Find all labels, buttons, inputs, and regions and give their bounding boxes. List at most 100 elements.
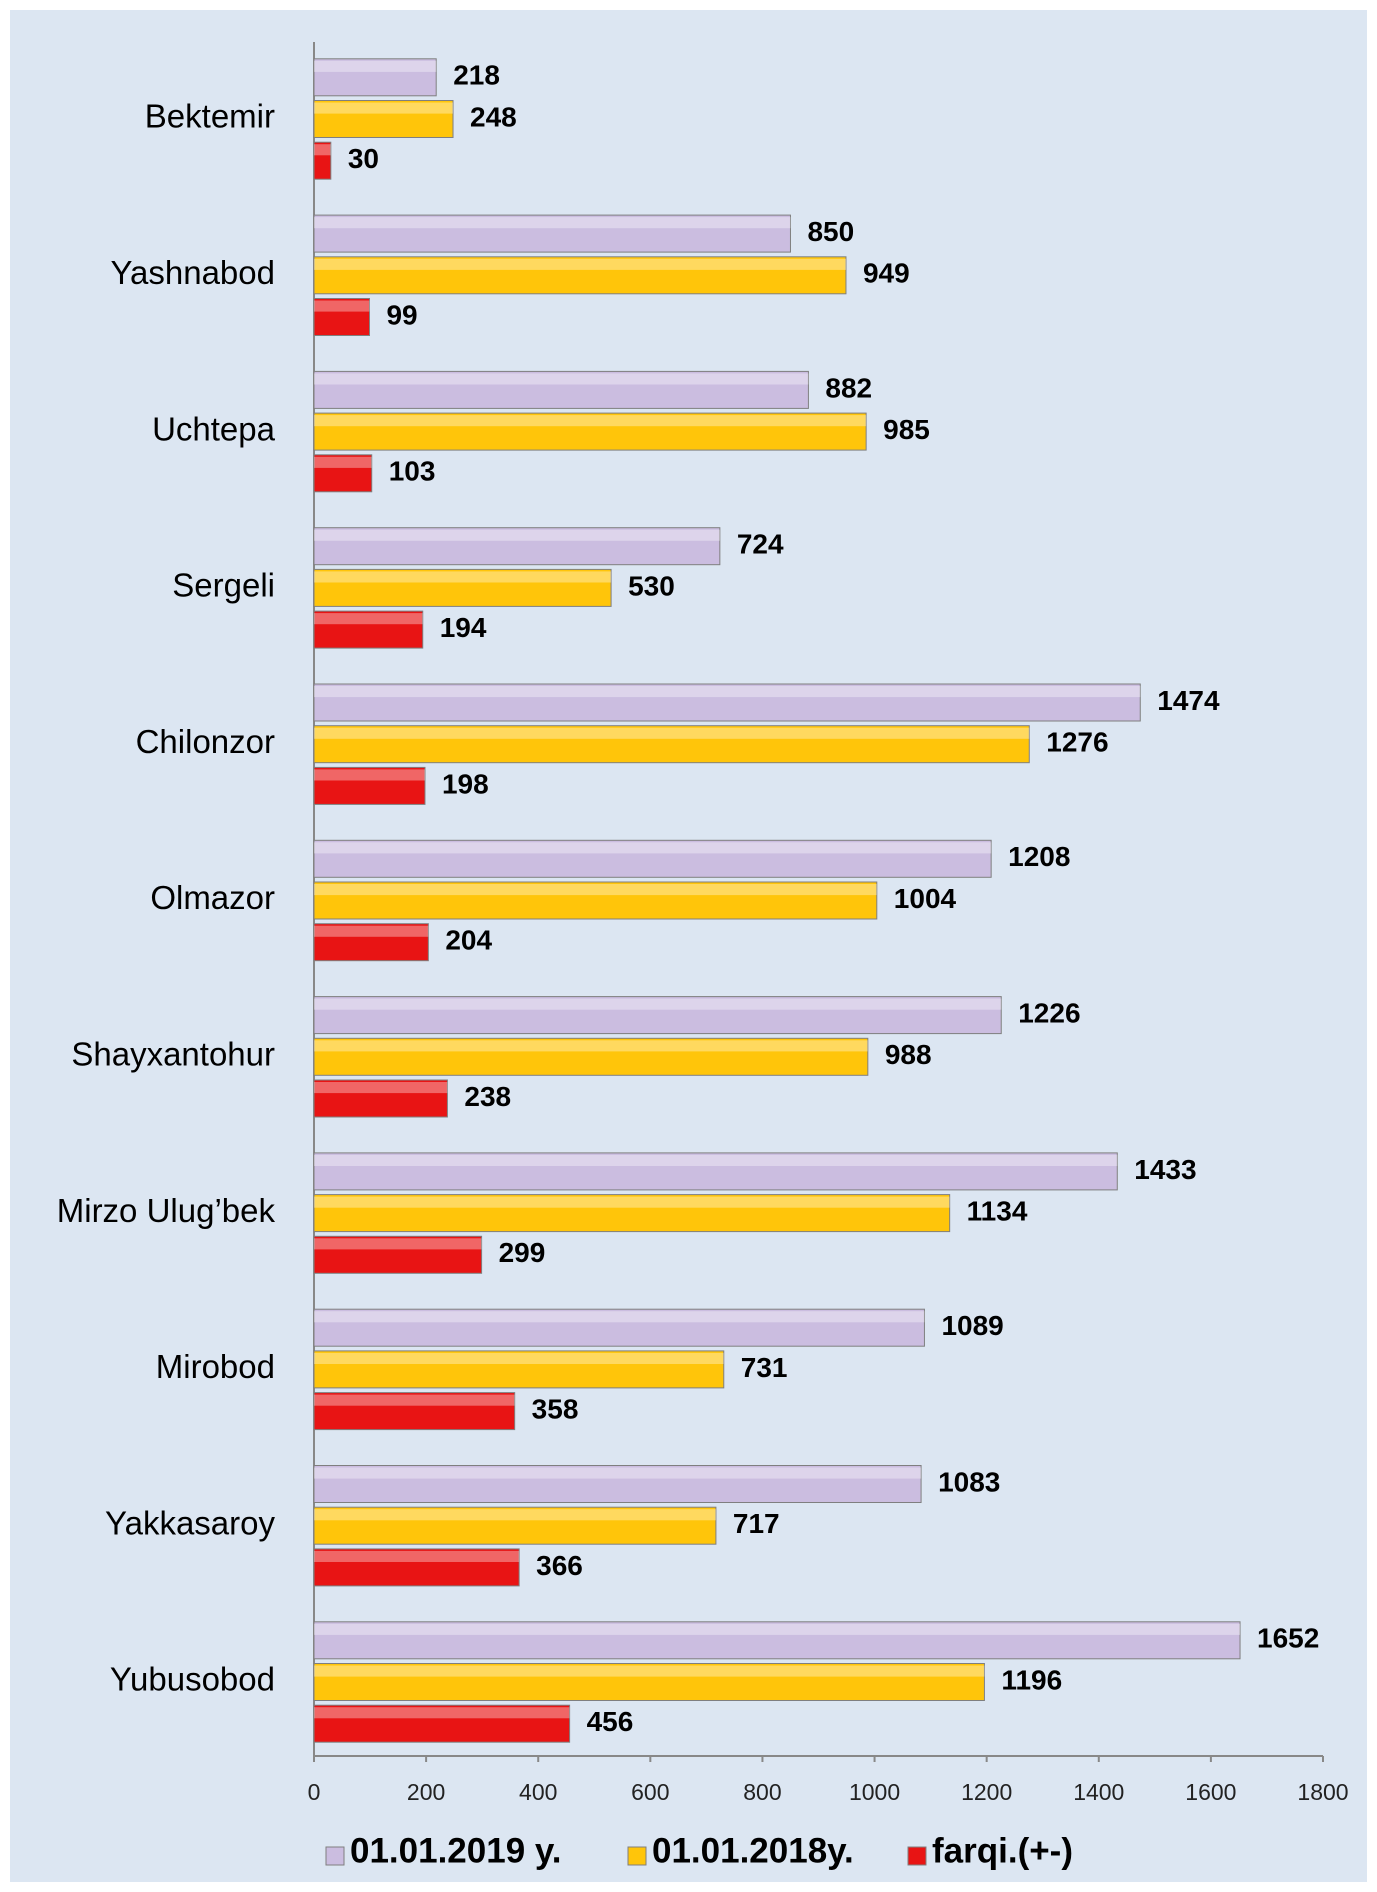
x-tick-label: 0: [308, 1779, 321, 1805]
bar: [313, 454, 373, 493]
bar-highlight: [314, 1394, 515, 1406]
bar: [313, 1506, 717, 1545]
value-label: 1196: [1001, 1664, 1062, 1695]
bar: [313, 412, 867, 451]
legend-swatch: [907, 1846, 927, 1866]
value-label: 882: [825, 372, 872, 403]
bar: [313, 683, 1141, 722]
bar: [313, 256, 847, 295]
bar-highlight: [314, 1311, 925, 1323]
value-label: 1226: [1018, 997, 1080, 1028]
bar-highlight: [314, 373, 809, 385]
category-label: Yakkasaroy: [105, 1504, 275, 1541]
bar-highlight: [314, 1467, 922, 1479]
bar-highlight: [314, 1665, 985, 1677]
x-tick-label: 1000: [849, 1779, 900, 1805]
x-tick-label: 1800: [1297, 1779, 1348, 1805]
bar: [313, 1235, 483, 1274]
value-label: 248: [470, 101, 517, 132]
bar: [313, 1663, 985, 1701]
value-label: 238: [464, 1081, 511, 1112]
category-label: Yashnabod: [110, 254, 275, 291]
legend-label: farqi.(+-): [932, 1831, 1073, 1870]
bar: [313, 1308, 925, 1347]
category-label: Mirzo Ulug’bek: [57, 1192, 276, 1229]
bar-highlight: [314, 925, 429, 937]
value-label: 99: [386, 299, 417, 330]
bar-highlight: [314, 1352, 724, 1364]
category-label: Shayxantohur: [71, 1036, 275, 1073]
category-label: Yubusobod: [110, 1661, 275, 1698]
bar-highlight: [314, 998, 1002, 1010]
value-label: 731: [741, 1352, 788, 1383]
bar-highlight: [314, 1550, 520, 1562]
x-tick-label: 1400: [1073, 1779, 1124, 1805]
bar: [313, 298, 370, 336]
bar: [313, 1350, 725, 1389]
value-label: 949: [863, 258, 910, 289]
x-tick-label: 400: [519, 1779, 557, 1805]
bar: [313, 1079, 448, 1118]
value-label: 198: [442, 768, 489, 799]
bar-highlight: [314, 571, 612, 583]
x-tick-label: 1600: [1185, 1779, 1236, 1805]
value-label: 204: [445, 925, 492, 956]
x-tick-label: 1200: [961, 1779, 1012, 1805]
bar-highlight: [314, 769, 425, 781]
value-label: 1134: [967, 1195, 1028, 1226]
bar: [313, 100, 454, 138]
value-label: 985: [883, 414, 930, 445]
value-label: 194: [440, 612, 487, 643]
bar: [313, 1548, 520, 1587]
bar-highlight: [314, 529, 720, 541]
category-label: Chilonzor: [136, 723, 275, 760]
bar-highlight: [314, 300, 370, 312]
legend-swatch: [627, 1846, 647, 1866]
value-label: 1083: [938, 1466, 1000, 1497]
bar-highlight: [314, 217, 791, 229]
x-tick-label: 200: [407, 1779, 445, 1805]
value-label: 724: [737, 529, 784, 560]
bar-highlight: [314, 1196, 950, 1208]
bar-highlight: [314, 1040, 868, 1052]
bar-highlight: [314, 884, 877, 896]
value-label: 30: [348, 143, 379, 174]
x-tick-label: 600: [631, 1779, 669, 1805]
value-label: 717: [733, 1508, 780, 1539]
value-label: 1474: [1157, 685, 1220, 716]
value-label: 850: [807, 216, 854, 247]
bar: [313, 1704, 571, 1743]
category-label: Olmazor: [150, 879, 275, 916]
bar: [313, 1037, 869, 1076]
x-tick-label: 800: [743, 1779, 781, 1805]
value-label: 988: [885, 1039, 932, 1070]
value-label: 456: [587, 1706, 634, 1737]
bar-highlight: [314, 1082, 448, 1094]
value-label: 1208: [1008, 841, 1070, 872]
bar-highlight: [314, 1623, 1241, 1635]
bar: [313, 214, 791, 253]
bar: [313, 1392, 516, 1431]
category-label: Uchtepa: [152, 410, 276, 447]
bar: [313, 568, 612, 607]
background: [10, 10, 1367, 1882]
bar: [313, 370, 809, 409]
value-label: 530: [628, 570, 675, 601]
bar-highlight: [314, 613, 423, 625]
bar-highlight: [314, 415, 867, 427]
legend-swatch: [325, 1846, 345, 1866]
bar: [313, 996, 1002, 1035]
legend-label: 01.01.2018y.: [652, 1831, 854, 1870]
bar: [313, 1194, 951, 1233]
bar: [313, 923, 429, 962]
bar-highlight: [314, 727, 1030, 739]
value-label: 358: [532, 1393, 579, 1424]
bar: [313, 1465, 922, 1503]
value-label: 1276: [1046, 727, 1108, 758]
bar-highlight: [314, 1509, 716, 1521]
bar-highlight: [314, 842, 992, 854]
bar: [313, 839, 992, 878]
bar: [313, 610, 424, 649]
value-label: 1004: [894, 883, 957, 914]
